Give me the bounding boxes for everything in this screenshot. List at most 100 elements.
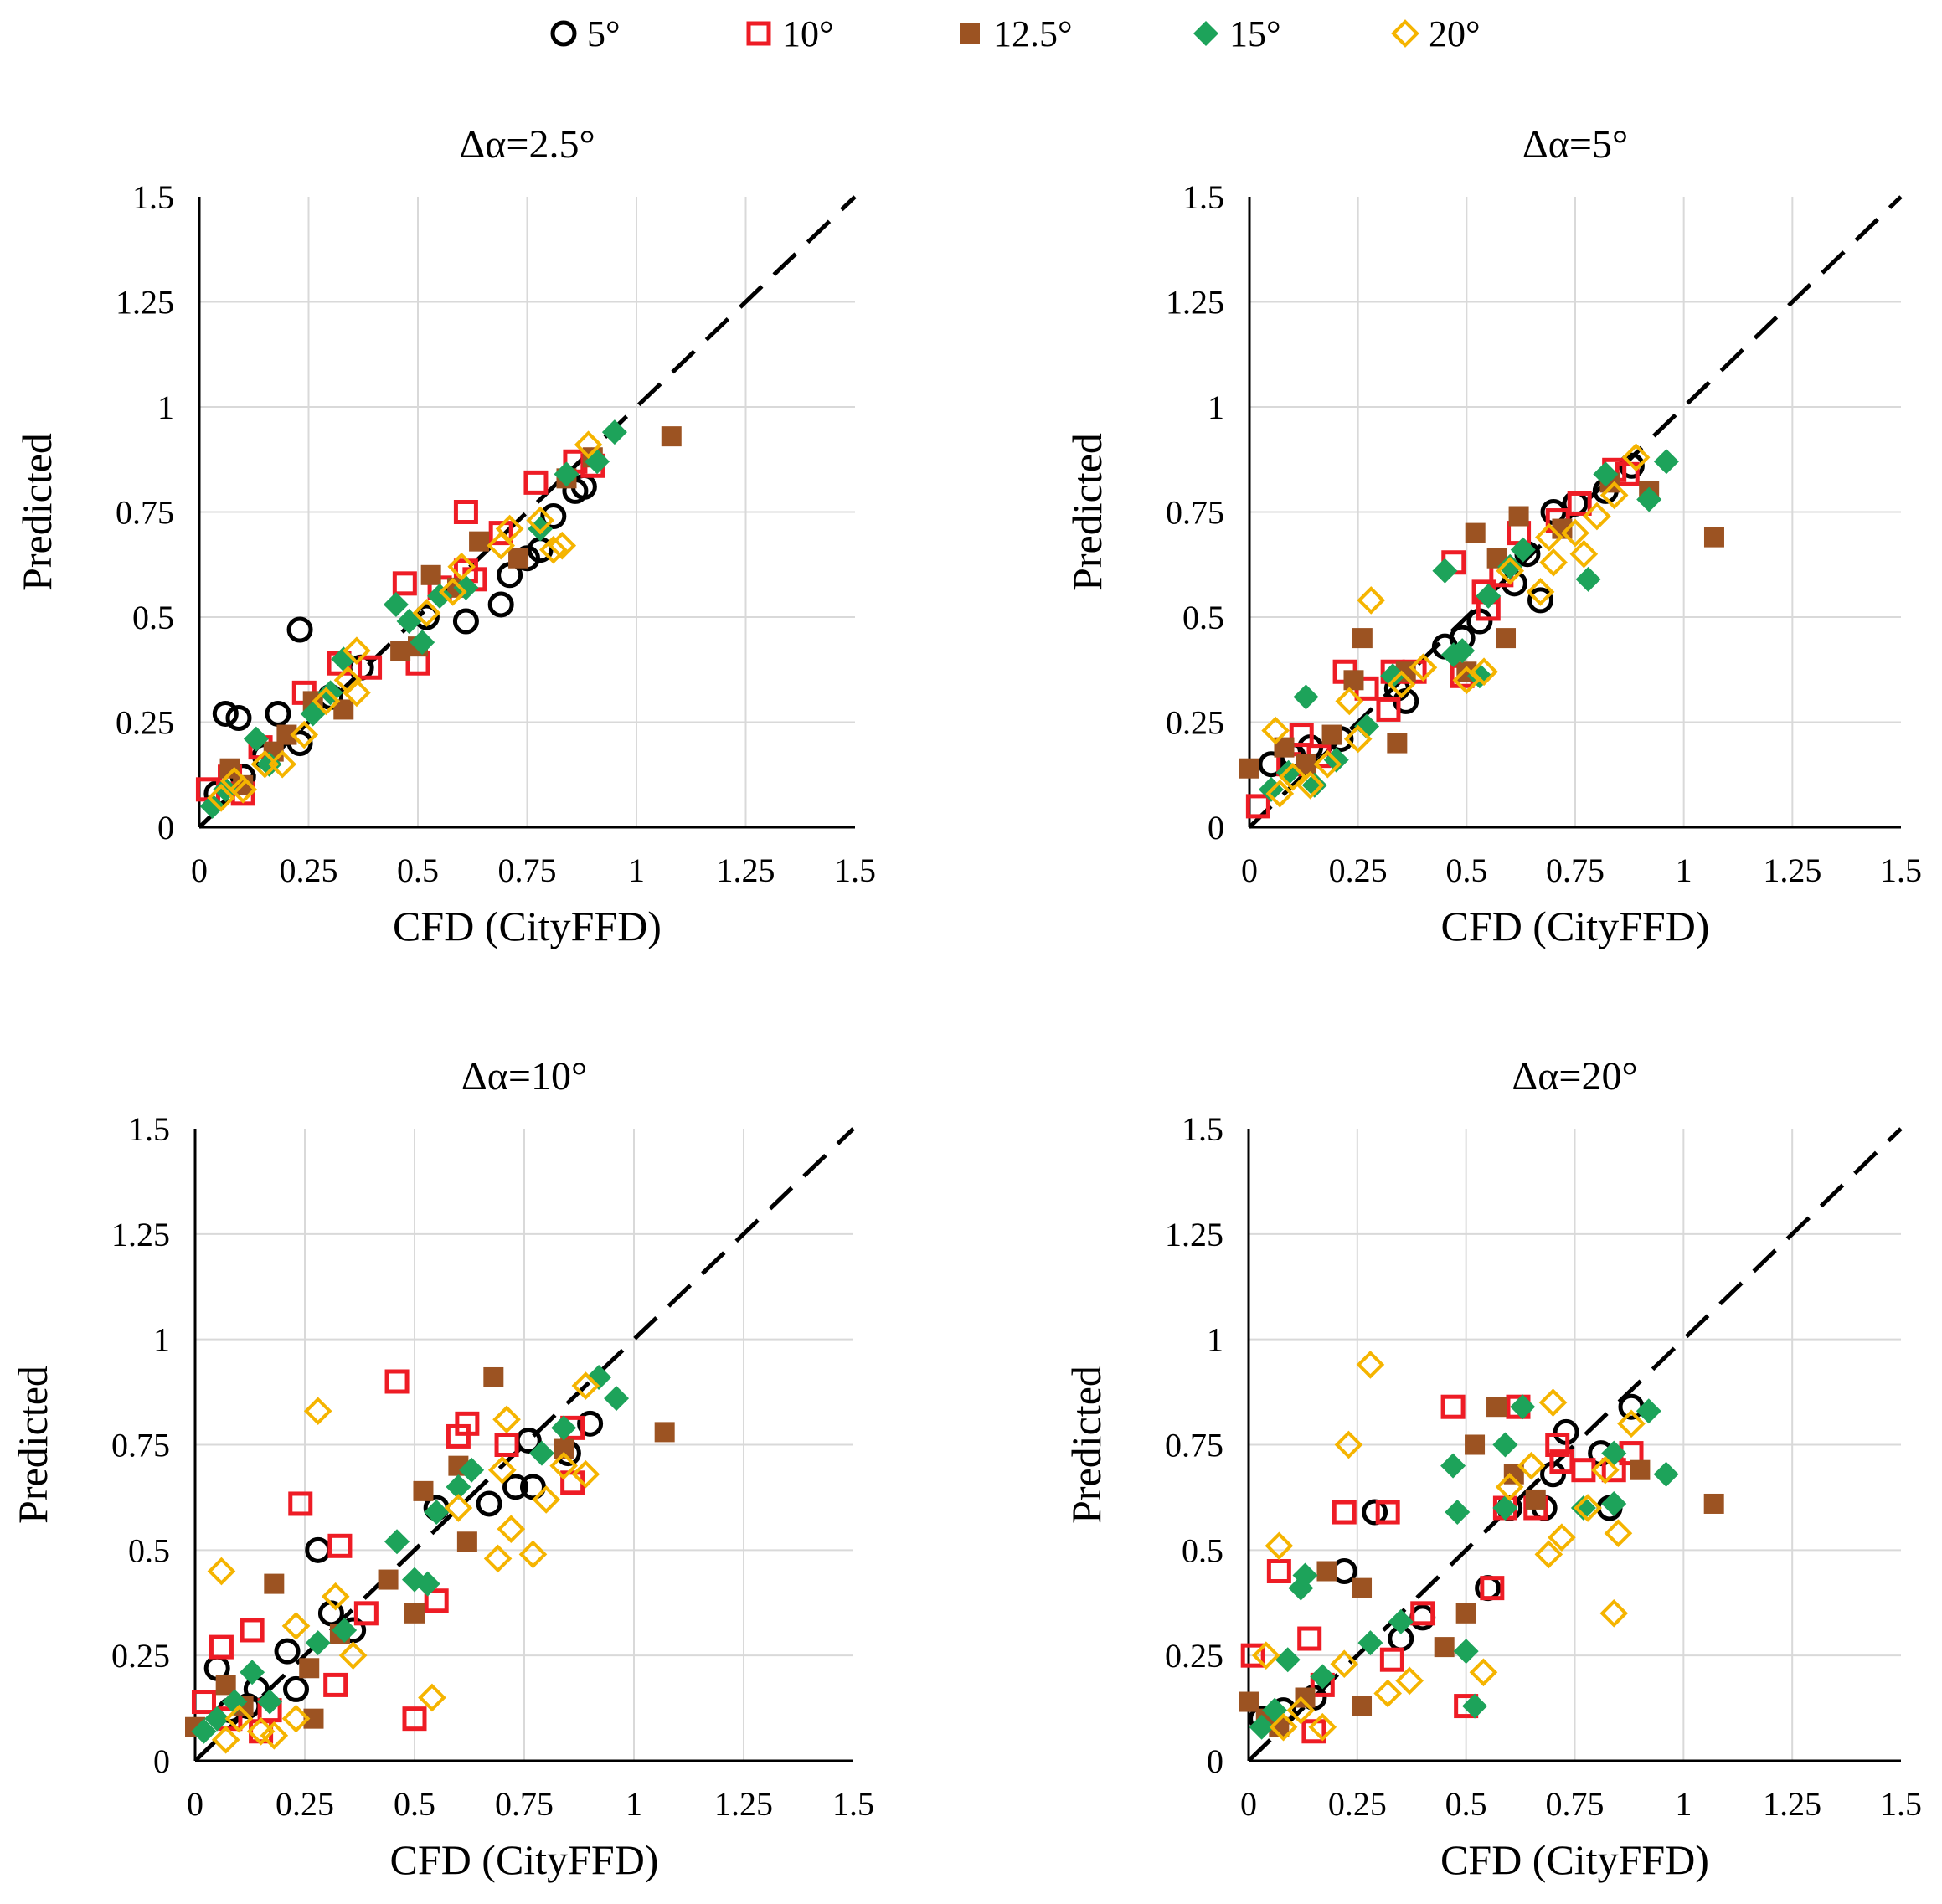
panel-3-y-tick-label-5: 1.25 <box>111 1216 170 1253</box>
panel-2-x-tick-label-6: 1.5 <box>1880 852 1922 889</box>
panel-1-series-20 <box>207 430 603 812</box>
panel-2-x-tick-label-4: 1 <box>1676 852 1692 889</box>
panel-2-point-20-11 <box>1470 657 1498 687</box>
panel-3-point-15-10 <box>424 1500 450 1526</box>
panel-2-point-20-20 <box>1621 443 1651 472</box>
panel-4-point-12-5-6 <box>1352 1696 1373 1716</box>
panel-2-point-15-17 <box>1653 449 1679 475</box>
panel-4-x-tick-label-2: 0.5 <box>1445 1785 1487 1823</box>
panel-1-y-tick-label-3: 0.75 <box>116 494 174 532</box>
panel-4-point-10-5 <box>1332 1500 1357 1525</box>
panel-3-point-20-6 <box>281 1612 311 1640</box>
panel-3-point-20-16 <box>518 1540 548 1569</box>
panel-4-point-15-19 <box>1653 1461 1679 1487</box>
panel-4-point-10-6 <box>1375 1500 1400 1525</box>
panel-2-point-15-2 <box>1293 684 1319 710</box>
panel-3-point-10-6 <box>288 1491 313 1516</box>
panel-1-point-12-5-11 <box>508 548 529 569</box>
panel-4-point-20-10 <box>1469 1658 1498 1687</box>
panel-1-series-10 <box>195 449 605 806</box>
panel-1-point-15-10 <box>427 583 453 609</box>
panel-2-y-tick-label-6: 1.5 <box>1182 178 1224 216</box>
legend-item-10: 10° <box>746 13 834 54</box>
panel-2-y-axis-label: Predicted <box>1064 433 1110 591</box>
panel-4-point-15-14 <box>1510 1394 1536 1420</box>
panel-2-y-tick-label-0: 0 <box>1208 809 1224 847</box>
panel-2-point-5-0 <box>1258 751 1285 778</box>
panel-3-point-10-11 <box>402 1706 427 1732</box>
panel-2-point-12-5-4 <box>1343 670 1364 691</box>
panel-4-x-tick-label-4: 1 <box>1675 1785 1692 1823</box>
panel-1-point-20-6 <box>312 687 341 716</box>
panel-4-y-tick-label-4: 1 <box>1207 1321 1223 1359</box>
panel-3-point-12-5-8 <box>404 1603 425 1624</box>
legend-label-5: 5° <box>587 13 621 54</box>
panel-3-series-10 <box>191 1369 585 1744</box>
chart-panel-4: 0 0.25 0.5 0.75 1 1.25 1.5 0 0.25 0.5 0.75 1 1.25 1.5… <box>1063 1054 1922 1883</box>
panel-4-point-10-1 <box>1266 1559 1291 1583</box>
chart-panel-3: 0 0.25 0.5 0.75 1 1.25 1.5 0 0.25 0.5 0.75 1 1.25 1.5… <box>9 1054 874 1883</box>
panel-3-point-5-4 <box>274 1638 301 1665</box>
panel-3-point-10-15 <box>494 1433 519 1457</box>
panel-2-point-15-9 <box>1450 638 1476 664</box>
panel-1-point-15-15 <box>601 419 627 445</box>
panel-2-point-10-16 <box>1567 491 1592 516</box>
panel-4-point-20-3 <box>1286 1696 1316 1725</box>
panel-1-x-axis-label: CFD (CityFFD) <box>393 903 662 949</box>
panel-2-point-15-15 <box>1593 461 1619 487</box>
panel-4-point-10-7 <box>1379 1647 1404 1672</box>
panel-1-point-12-5-10 <box>469 531 490 552</box>
panel-3-point-20-17 <box>532 1485 561 1514</box>
panel-1-point-12-5-14 <box>661 426 682 447</box>
panel-4-point-15-15 <box>1570 1495 1596 1521</box>
panel-1-point-5-2 <box>265 700 291 727</box>
panel-3-point-15-0 <box>191 1718 217 1744</box>
panel-4-point-15-6 <box>1357 1630 1383 1656</box>
panel-3-point-20-5 <box>281 1704 311 1733</box>
panel-3-point-20-11 <box>444 1494 473 1522</box>
legend-marker-15 <box>1193 21 1218 46</box>
panel-3-point-5-10 <box>476 1490 502 1517</box>
panel-4-point-15-4 <box>1292 1562 1318 1588</box>
panel-4-point-12-5-0 <box>1239 1691 1259 1712</box>
panel-3-point-5-15 <box>577 1410 604 1437</box>
panel-3-point-12-5-12 <box>483 1366 504 1387</box>
legend-marker-10 <box>746 21 771 46</box>
panel-3-x-tick-label-2: 0.5 <box>394 1785 435 1823</box>
panel-2-point-20-19 <box>1599 481 1629 510</box>
panel-1-point-15-2 <box>243 726 269 752</box>
panel-2-x-axis-label: CFD (CityFFD) <box>1441 903 1710 949</box>
panel-3-series-20 <box>207 1371 600 1754</box>
legend: 5° 10° 12.5° 15° 20° <box>550 13 1481 54</box>
panel-4-point-12-5-5 <box>1352 1577 1373 1598</box>
panel-4-x-tick-label-6: 1.5 <box>1880 1785 1922 1823</box>
panel-4-point-20-13 <box>1534 1540 1563 1569</box>
panel-2-point-12-5-16 <box>1703 527 1724 548</box>
panel-4-series-5 <box>1249 1393 1645 1732</box>
panel-2-point-15-6 <box>1380 663 1406 689</box>
panel-1-point-20-17 <box>548 531 577 560</box>
panel-3-point-20-15 <box>497 1515 526 1543</box>
legend-label-10: 10° <box>782 13 834 54</box>
chart-panels: 0 0.25 0.5 0.75 1 1.25 1.5 0 0.25 0.5 0.75 1 1.25 1.5… <box>9 122 1922 1883</box>
panel-3-y-axis-label: Predicted <box>9 1366 56 1524</box>
panel-3-point-20-9 <box>338 1641 368 1670</box>
panel-1-x-tick-label-3: 0.75 <box>498 852 557 889</box>
panel-2-y-tick-label-2: 0.5 <box>1182 599 1224 636</box>
panel-1-y-tick-label-5: 1.25 <box>116 284 174 322</box>
panel-3-point-15-1 <box>204 1706 230 1732</box>
panel-4-point-20-20 <box>1617 1409 1646 1438</box>
panel-3-point-20-19 <box>571 1459 600 1489</box>
panel-2-point-15-16 <box>1636 486 1662 512</box>
panel-4-point-15-12 <box>1492 1495 1518 1521</box>
panel-4-point-12-5-10 <box>1486 1397 1507 1418</box>
panel-4-point-15-16 <box>1601 1490 1627 1516</box>
panel-2-point-20-5 <box>1335 687 1364 716</box>
panel-4-point-15-1 <box>1262 1697 1288 1723</box>
panel-2-point-20-1 <box>1265 780 1295 808</box>
panel-4-point-20-7 <box>1356 1351 1385 1379</box>
panel-3-point-12-5-9 <box>413 1480 434 1501</box>
panel-2-point-12-5-11 <box>1496 628 1517 649</box>
panel-2-point-10-2 <box>1289 723 1314 748</box>
legend-item-20: 20° <box>1391 13 1481 54</box>
